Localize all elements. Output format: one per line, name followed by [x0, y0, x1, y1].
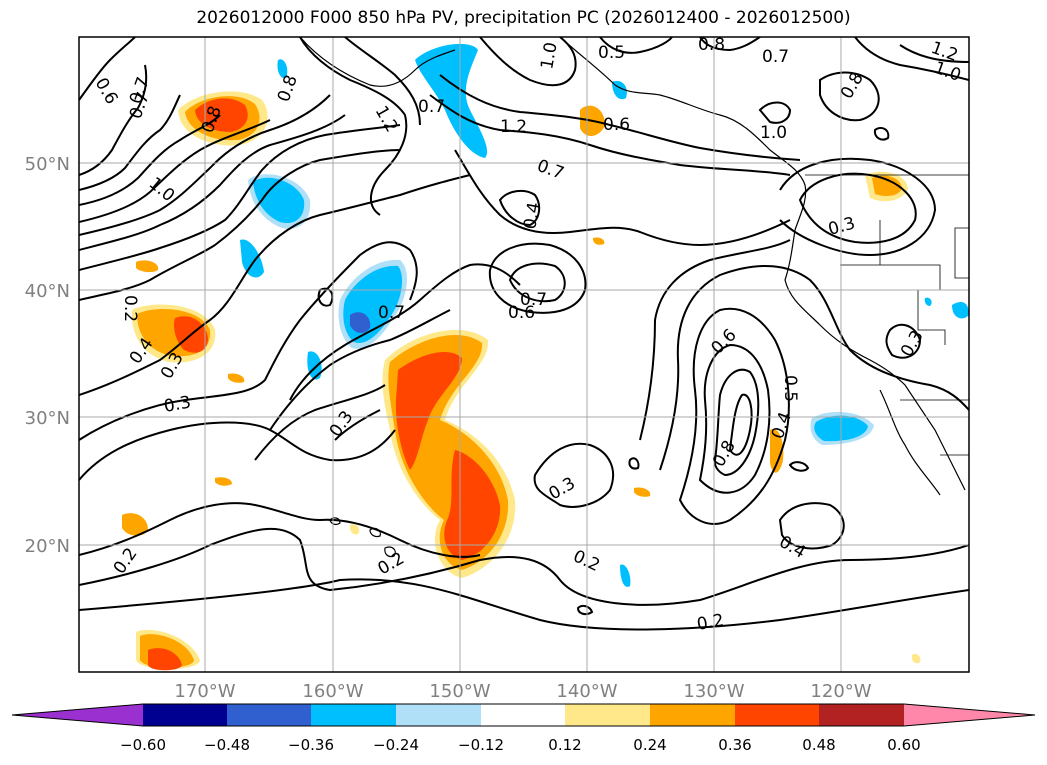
colorbar-tick-label: −0.36 [288, 736, 334, 754]
contour-label: 1.0 [760, 123, 787, 143]
colorbar-tick-label: 0.36 [718, 736, 751, 754]
lon-label: 170°W [174, 681, 235, 702]
colorbar-segment [396, 704, 481, 726]
contour-label: 0.6 [508, 303, 535, 323]
colorbar-segment [904, 704, 1035, 726]
colorbar-tick-label: 0.60 [887, 736, 920, 754]
contour-label: 0.4 [768, 409, 796, 441]
contour-label: 1.2 [500, 117, 527, 137]
lat-label: 30°N [25, 408, 70, 429]
colorbar-segment [311, 704, 396, 726]
lon-label: 160°W [302, 681, 363, 702]
contour-label: 0.8 [274, 72, 302, 104]
contour-label: 0.4 [520, 201, 544, 231]
contour-label: 0.2 [695, 611, 725, 635]
contour-label: 0.3 [826, 214, 857, 240]
colorbar-segment [227, 704, 311, 726]
contour-label: 0.5 [598, 43, 625, 63]
colorbar-segment [143, 704, 227, 726]
precip-positive-shading [122, 91, 921, 671]
lon-label: 130°W [683, 681, 744, 702]
precip-negative-shading [240, 43, 969, 587]
contour-label: 0.7 [534, 156, 566, 184]
colorbar-tick-label: −0.12 [458, 736, 504, 754]
colorbar-tick-label: 0.48 [802, 736, 835, 754]
colorbar [11, 703, 1036, 727]
contour-label: 0.7 [762, 47, 789, 67]
colorbar-tick-labels: −0.60 −0.48 −0.36 −0.24 −0.12 0.12 0.24 … [120, 736, 921, 754]
graticule [79, 37, 969, 672]
colorbar-segment [735, 704, 819, 726]
longitude-labels: 170°W 160°W 150°W 140°W 130°W 120°W [174, 681, 871, 702]
lon-label: 120°W [810, 681, 871, 702]
lat-label: 20°N [25, 536, 70, 557]
contour-label: 0.2 [120, 295, 140, 322]
colorbar-segment [650, 704, 735, 726]
colorbar-segment [12, 704, 143, 726]
contour-label: 0.7 [378, 303, 405, 323]
latitude-labels: 50°N 40°N 30°N 20°N [25, 154, 70, 557]
contour-label: 0.3 [326, 407, 358, 441]
contour-label: 0.6 [91, 75, 122, 108]
contour-label: 0.6 [603, 115, 630, 135]
contour-label: 0.2 [570, 546, 603, 576]
contour-label: 1.0 [537, 41, 561, 71]
colorbar-outline [11, 703, 1036, 727]
contour-label: 1.2 [371, 103, 402, 136]
colorbar-segment [481, 704, 565, 726]
colorbar-tick-label: −0.48 [204, 736, 250, 754]
contour-label: 0.6 [707, 325, 740, 358]
lat-label: 50°N [25, 154, 70, 175]
contour-label: 0.5 [780, 375, 800, 402]
map-title: 2026012000 F000 850 hPa PV, precipitatio… [196, 8, 851, 28]
contour-label: 0.7 [520, 290, 547, 310]
colorbar-segment [565, 704, 650, 726]
colorbar-tick-label: 0.12 [548, 736, 581, 754]
colorbar-segment [819, 704, 904, 726]
contour-label: 0.2 [375, 548, 408, 579]
contour-label: 0.3 [897, 327, 928, 360]
lon-label: 140°W [556, 681, 617, 702]
contour-label: 0.8 [698, 35, 725, 55]
colorbar-tick-label: 0.24 [633, 736, 666, 754]
contour-label: 0.3 [162, 393, 192, 417]
coastlines [299, 37, 966, 558]
colorbar-tick-label: −0.60 [120, 736, 166, 754]
colorbar-tick-label: −0.24 [373, 736, 419, 754]
lon-label: 150°W [429, 681, 490, 702]
map-frame [78, 36, 970, 673]
contour-label: 0.8 [837, 69, 868, 102]
contour-label: 0.7 [418, 97, 445, 117]
contour-label: 0.4 [776, 532, 809, 563]
contour-label: 0.2 [110, 544, 142, 578]
lat-label: 40°N [25, 281, 70, 302]
